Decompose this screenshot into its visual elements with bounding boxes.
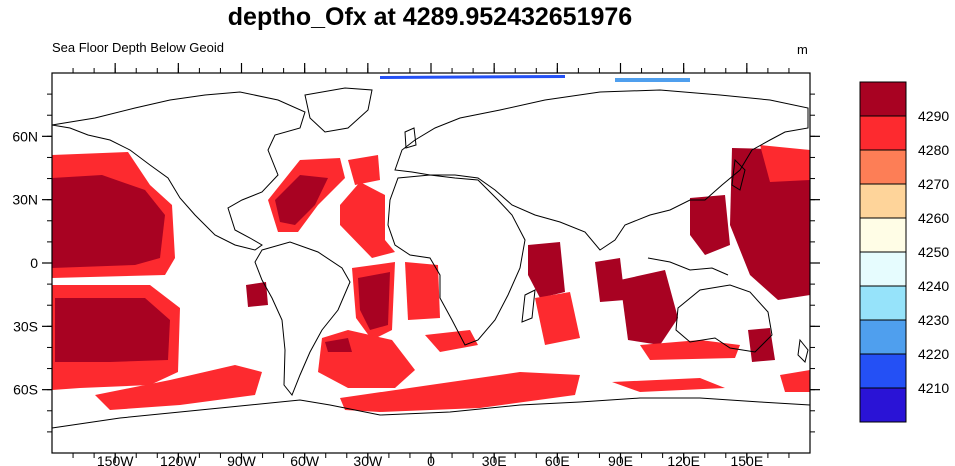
depth-region-east-pacific (246, 282, 268, 307)
depth-region-north-pacific-core (52, 175, 165, 268)
map-title: deptho_Ofx at 4289.952432651976 (227, 3, 633, 31)
depth-region-west-pacific (730, 148, 810, 300)
depth-region-cape-basin (425, 330, 478, 352)
coastline-japan (731, 158, 746, 191)
coastline-antarctica (51, 397, 811, 429)
depth-region-southern-ocean-pacific (95, 365, 262, 410)
lat-tick-label: 60N (12, 128, 38, 144)
colorbar-label: 4220 (918, 346, 949, 362)
coastline-madagascar (521, 289, 536, 323)
depth-region-southwest-pacific (780, 370, 810, 392)
lon-tick-label: 90E (608, 453, 633, 466)
colorbar-label: 4210 (918, 380, 949, 396)
colorbar-swatch (859, 353, 907, 389)
colorbar-label: 4280 (918, 142, 949, 158)
lon-tick-label: 0 (427, 453, 435, 466)
colorbar-swatch (859, 81, 907, 117)
lat-tick-label: 60S (13, 382, 38, 398)
colorbar-swatch (859, 285, 907, 321)
lon-tick-label: 30E (482, 453, 507, 466)
depth-region-east-atlantic (340, 182, 395, 258)
depth-region-south-australian (640, 340, 740, 360)
depth-region-argentine-basin-core (325, 338, 352, 352)
map-subtitle: Sea Floor Depth Below Geoid (52, 40, 224, 55)
colorbar-label: 4270 (918, 176, 949, 192)
colorbar-label: 4240 (918, 278, 949, 294)
lon-tick-label: 60E (545, 453, 570, 466)
lat-tick-label: 0 (30, 255, 38, 271)
depth-region-angola-basin (405, 262, 440, 320)
depth-region-southern-ocean-indian (612, 378, 725, 392)
colorbar-swatch (859, 217, 907, 253)
depth-region-arctic-shelf (380, 75, 565, 79)
colorbar: 4210 4220 4230 4240 4250 4260 4270 4280 4290 (859, 81, 949, 423)
colorbar-swatch (859, 387, 907, 423)
coastline-new-zealand (797, 338, 809, 363)
depth-region-wharton-basin (620, 270, 678, 345)
depth-region-central-indian (595, 258, 625, 302)
depth-region-south-atlantic-west-core (358, 272, 390, 330)
depth-region-west-pacific-fringe (760, 145, 810, 182)
units-label: m (797, 42, 808, 57)
colorbar-label: 4290 (918, 108, 949, 124)
map-panel: 150W 120W 90W 60W 30W 0 30E 60E 90E 120E 150E 60N 30… (12, 63, 820, 466)
colorbar-label: 4230 (918, 312, 949, 328)
colorbar-swatch (859, 319, 907, 355)
coastline-south-america (254, 241, 351, 396)
lat-tick-label: 30S (13, 318, 38, 334)
coastline-indonesia (647, 257, 729, 276)
lon-tick-label: 30W (353, 453, 383, 466)
coastline-north-america (51, 91, 306, 251)
depth-region-north-atlantic-core (275, 175, 328, 225)
coastline-africa (387, 174, 526, 346)
lon-tick-label: 150W (97, 453, 134, 466)
depth-region-philippine-sea (690, 195, 730, 255)
depth-region-southern-ocean-atlantic (340, 372, 580, 412)
lon-tick-label: 120W (160, 453, 197, 466)
colorbar-swatch (859, 115, 907, 151)
lon-tick-label: 90W (227, 453, 257, 466)
colorbar-swatch (859, 183, 907, 219)
colorbar-swatch (859, 149, 907, 185)
coastline-layer (51, 87, 811, 429)
depth-region-canary-basin (348, 155, 380, 185)
depth-fill-layer (52, 75, 810, 412)
depth-region-south-pacific-core (55, 298, 170, 362)
coastline-eurasia (394, 89, 809, 251)
lon-tick-label: 120E (667, 453, 700, 466)
coastline-british-isles (404, 127, 417, 149)
axis-ticks: 150W 120W 90W 60W 30W 0 30E 60E 90E 120E 150E 60N 30… (12, 63, 820, 466)
depth-region-mascarene-basin (535, 292, 580, 345)
depth-region-somali-basin (528, 242, 565, 298)
lat-tick-label: 30N (12, 192, 38, 208)
lon-tick-label: 150E (730, 453, 763, 466)
colorbar-label: 4250 (918, 244, 949, 260)
colorbar-swatch (859, 251, 907, 287)
coastline-greenland (304, 87, 373, 133)
coastline-australia (675, 284, 773, 353)
lon-tick-label: 60W (290, 453, 320, 466)
depth-region-arctic-shelf-2 (615, 78, 690, 82)
colorbar-label: 4260 (918, 210, 949, 226)
